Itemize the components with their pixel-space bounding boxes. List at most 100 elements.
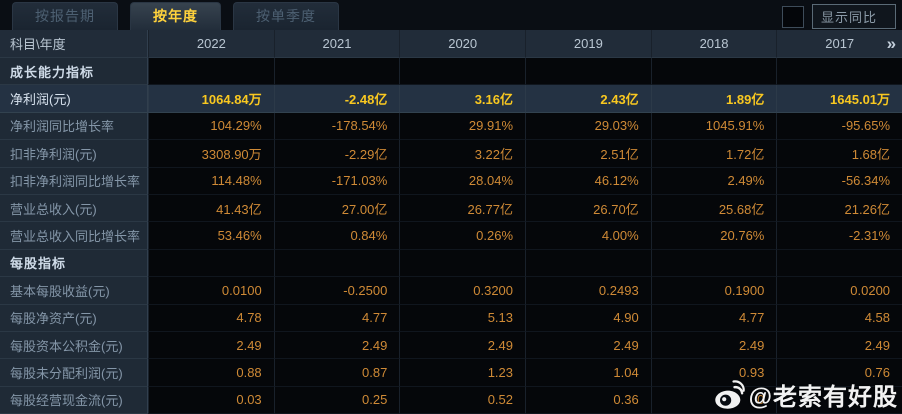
cell-value: -2.29亿 [273,140,400,168]
cell-value: 0.26% [399,222,526,250]
tab-by-quarter[interactable]: 按单季度 [233,2,339,30]
cell-value: 0.84% [273,222,400,250]
row-label: 净利润同比增长率 [0,112,148,141]
table-row[interactable]: 营业总收入(元) 41.43亿 27.00亿 26.77亿 26.70亿 25.68亿 21… [0,194,902,223]
cell-value: 26.77亿 [399,194,526,223]
table-row[interactable]: 扣非净利润同比增长率 114.48% -171.03% 28.04% 46.12% 2.4… [0,167,902,195]
cell-value: -178.54% [273,112,400,141]
header-year-2018: 2018 [650,30,777,58]
cell-value [273,249,400,278]
show-yoy-checkbox[interactable] [781,5,804,28]
cell-value: 29.03% [525,112,651,141]
cell-value: 4.90 [525,304,651,332]
cell-value: 0.87 [273,359,400,387]
row-label: 成长能力指标 [0,58,148,86]
cell-value [273,58,400,86]
cell-value: -171.03% [273,167,400,195]
more-years-icon[interactable]: » [886,33,897,53]
cell-value: 27.00亿 [273,194,400,223]
table-header-row: 科目\年度 2022 2021 2020 2019 2018 2017 » [0,30,902,58]
table-row[interactable]: 扣非净利润(元) 3308.90万 -2.29亿 3.22亿 2.51亿 1.72亿 1.6… [0,140,902,168]
header-subject-label: 科目\年度 [0,30,148,58]
cell-value: 4.77 [650,304,777,332]
row-label: 营业总收入同比增长率 [0,222,148,250]
cell-value: 1645.01万 [776,85,902,113]
row-label: 每股经营现金流(元) [0,386,148,414]
table-row[interactable]: 营业总收入同比增长率 53.46% 0.84% 0.26% 4.00% 20.76% -2.… [0,222,902,250]
cell-value: 1.89亿 [650,85,777,113]
cell-value [776,58,902,86]
header-year-2019: 2019 [525,30,651,58]
cell-value: -95.65% [776,112,902,141]
section-header-row[interactable]: 每股指标 [0,249,902,278]
table-row[interactable]: 基本每股收益(元) 0.0100 -0.2500 0.3200 0.2493 0.1900… [0,277,902,305]
cell-value: 1045.91% [650,112,777,141]
cell-value: 53.46% [148,222,274,250]
row-label: 基本每股收益(元) [0,277,148,305]
cell-value [650,249,777,278]
cell-value: 4.58 [776,304,902,332]
tab-by-report-period[interactable]: 按报告期 [12,2,118,30]
table-body: 成长能力指标 净利润(元) 1064.84万 -2.48亿 3.16亿 2.43亿 1.89… [0,58,902,414]
table-row[interactable]: 净利润(元) 1064.84万 -2.48亿 3.16亿 2.43亿 1.89亿 1645.… [0,85,902,113]
cell-value: 3.22亿 [399,140,526,168]
cell-value: 2.49 [650,331,777,360]
cell-value: 0.03 [148,386,274,414]
cell-value [525,58,651,86]
header-year-2017-label: 2017 [825,36,855,51]
cell-value: 0.0100 [148,277,274,305]
section-header-row[interactable]: 成长能力指标 [0,58,902,86]
cell-value: 3308.90万 [148,140,274,168]
cell-value: 0.1900 [650,277,777,305]
table-row[interactable]: 净利润同比增长率 104.29% -178.54% 29.91% 29.03% 1045.… [0,112,902,141]
cell-value: -2.48亿 [273,85,400,113]
table-row[interactable]: 每股资本公积金(元) 2.49 2.49 2.49 2.49 2.49 2.49 [0,331,902,360]
cell-value: 0.93 [650,359,777,387]
cell-value: 2.49 [273,331,400,360]
cell-value [148,58,274,86]
cell-value: 1064.84万 [148,85,274,113]
header-year-2021: 2021 [273,30,400,58]
cell-value: 0.36 [525,386,651,414]
row-label: 每股资本公积金(元) [0,331,148,360]
table-row[interactable]: 每股净资产(元) 4.78 4.77 5.13 4.90 4.77 4.58 [0,304,902,332]
row-label: 每股净资产(元) [0,304,148,332]
cell-value: 2.43亿 [525,85,651,113]
cell-value [650,58,777,86]
header-year-2022: 2022 [148,30,274,58]
row-label: 净利润(元) [0,85,148,113]
cell-value: 2.49% [650,167,777,195]
cell-value: 3.16亿 [399,85,526,113]
cell-value: 2.49 [525,331,651,360]
cell-value: 104.29% [148,112,274,141]
cell-value: 4.77 [273,304,400,332]
row-label: 营业总收入(元) [0,194,148,223]
cell-value: 26.70亿 [525,194,651,223]
cell-value: 20.76% [650,222,777,250]
cell-value: 2.49 [399,331,526,360]
cell-value: 0.0200 [776,277,902,305]
cell-value [776,386,902,414]
cell-value: 1.23 [399,359,526,387]
row-label: 每股指标 [0,249,148,278]
table-row[interactable]: 每股未分配利润(元) 0.88 0.87 1.23 1.04 0.93 0.76 [0,359,902,387]
cell-value: 0.3200 [399,277,526,305]
cell-value: 2.51亿 [525,140,651,168]
cell-value: 0.52 [399,386,526,414]
cell-value: 41.43亿 [148,194,274,223]
cell-value: 29.91% [399,112,526,141]
cell-value: -2.31% [776,222,902,250]
show-yoy-toggle-label[interactable]: 显示同比 [811,4,896,29]
top-controls: 显示同比 [781,4,896,29]
cell-value: 2.49 [776,331,902,360]
indicators-table: 科目\年度 2022 2021 2020 2019 2018 2017 » 成长… [0,30,902,414]
cell-value: 1.72亿 [650,140,777,168]
table-row[interactable]: 每股经营现金流(元) 0.03 0.25 0.52 0.36 0 [0,386,902,414]
cell-value: -56.34% [776,167,902,195]
tab-by-year[interactable]: 按年度 [130,2,221,30]
cell-value [399,58,526,86]
cell-value [148,249,274,278]
period-tabbar: 按报告期 按年度 按单季度 显示同比 [0,0,902,30]
cell-value [776,249,902,278]
